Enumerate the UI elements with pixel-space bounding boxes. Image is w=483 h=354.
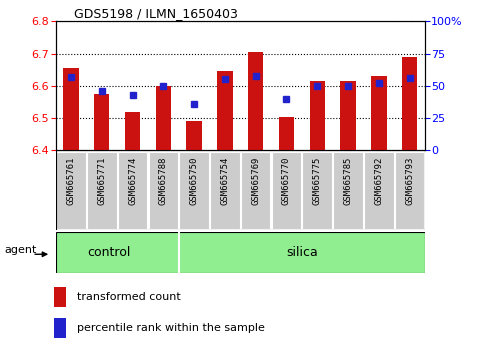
Bar bbox=[364, 152, 394, 229]
Text: GSM665775: GSM665775 bbox=[313, 157, 322, 205]
Bar bbox=[302, 152, 332, 229]
Text: GSM665769: GSM665769 bbox=[251, 157, 260, 205]
Text: GSM665793: GSM665793 bbox=[405, 157, 414, 205]
Bar bbox=[333, 152, 363, 229]
Text: GSM665761: GSM665761 bbox=[67, 157, 75, 205]
Bar bbox=[118, 152, 147, 229]
Text: GSM665771: GSM665771 bbox=[97, 157, 106, 205]
Bar bbox=[272, 152, 301, 229]
Bar bbox=[241, 152, 270, 229]
Text: GSM665785: GSM665785 bbox=[343, 157, 353, 205]
Text: control: control bbox=[88, 246, 131, 259]
Bar bbox=[54, 287, 67, 307]
Bar bbox=[395, 152, 425, 229]
Bar bbox=[54, 318, 67, 338]
Bar bbox=[56, 152, 85, 229]
Bar bbox=[371, 76, 386, 150]
Bar bbox=[217, 71, 233, 150]
Bar bbox=[125, 112, 140, 150]
Text: GSM665792: GSM665792 bbox=[374, 157, 384, 205]
Text: agent: agent bbox=[4, 245, 37, 255]
Bar bbox=[186, 121, 202, 150]
Text: silica: silica bbox=[286, 246, 318, 259]
Bar bbox=[63, 68, 79, 150]
Text: GSM665788: GSM665788 bbox=[159, 157, 168, 205]
Bar bbox=[402, 57, 417, 150]
Bar bbox=[341, 81, 356, 150]
Bar bbox=[179, 152, 209, 229]
Bar bbox=[149, 152, 178, 229]
Bar bbox=[156, 86, 171, 150]
Bar bbox=[279, 116, 294, 150]
Text: GSM665754: GSM665754 bbox=[220, 157, 229, 205]
Bar bbox=[94, 94, 110, 150]
Bar bbox=[87, 152, 116, 229]
Text: transformed count: transformed count bbox=[77, 292, 181, 302]
Text: GDS5198 / ILMN_1650403: GDS5198 / ILMN_1650403 bbox=[74, 7, 238, 20]
Bar bbox=[310, 81, 325, 150]
Text: GSM665750: GSM665750 bbox=[190, 157, 199, 205]
Text: percentile rank within the sample: percentile rank within the sample bbox=[77, 323, 265, 333]
Bar bbox=[248, 52, 263, 150]
Text: GSM665770: GSM665770 bbox=[282, 157, 291, 205]
Bar bbox=[210, 152, 240, 229]
Text: GSM665774: GSM665774 bbox=[128, 157, 137, 205]
